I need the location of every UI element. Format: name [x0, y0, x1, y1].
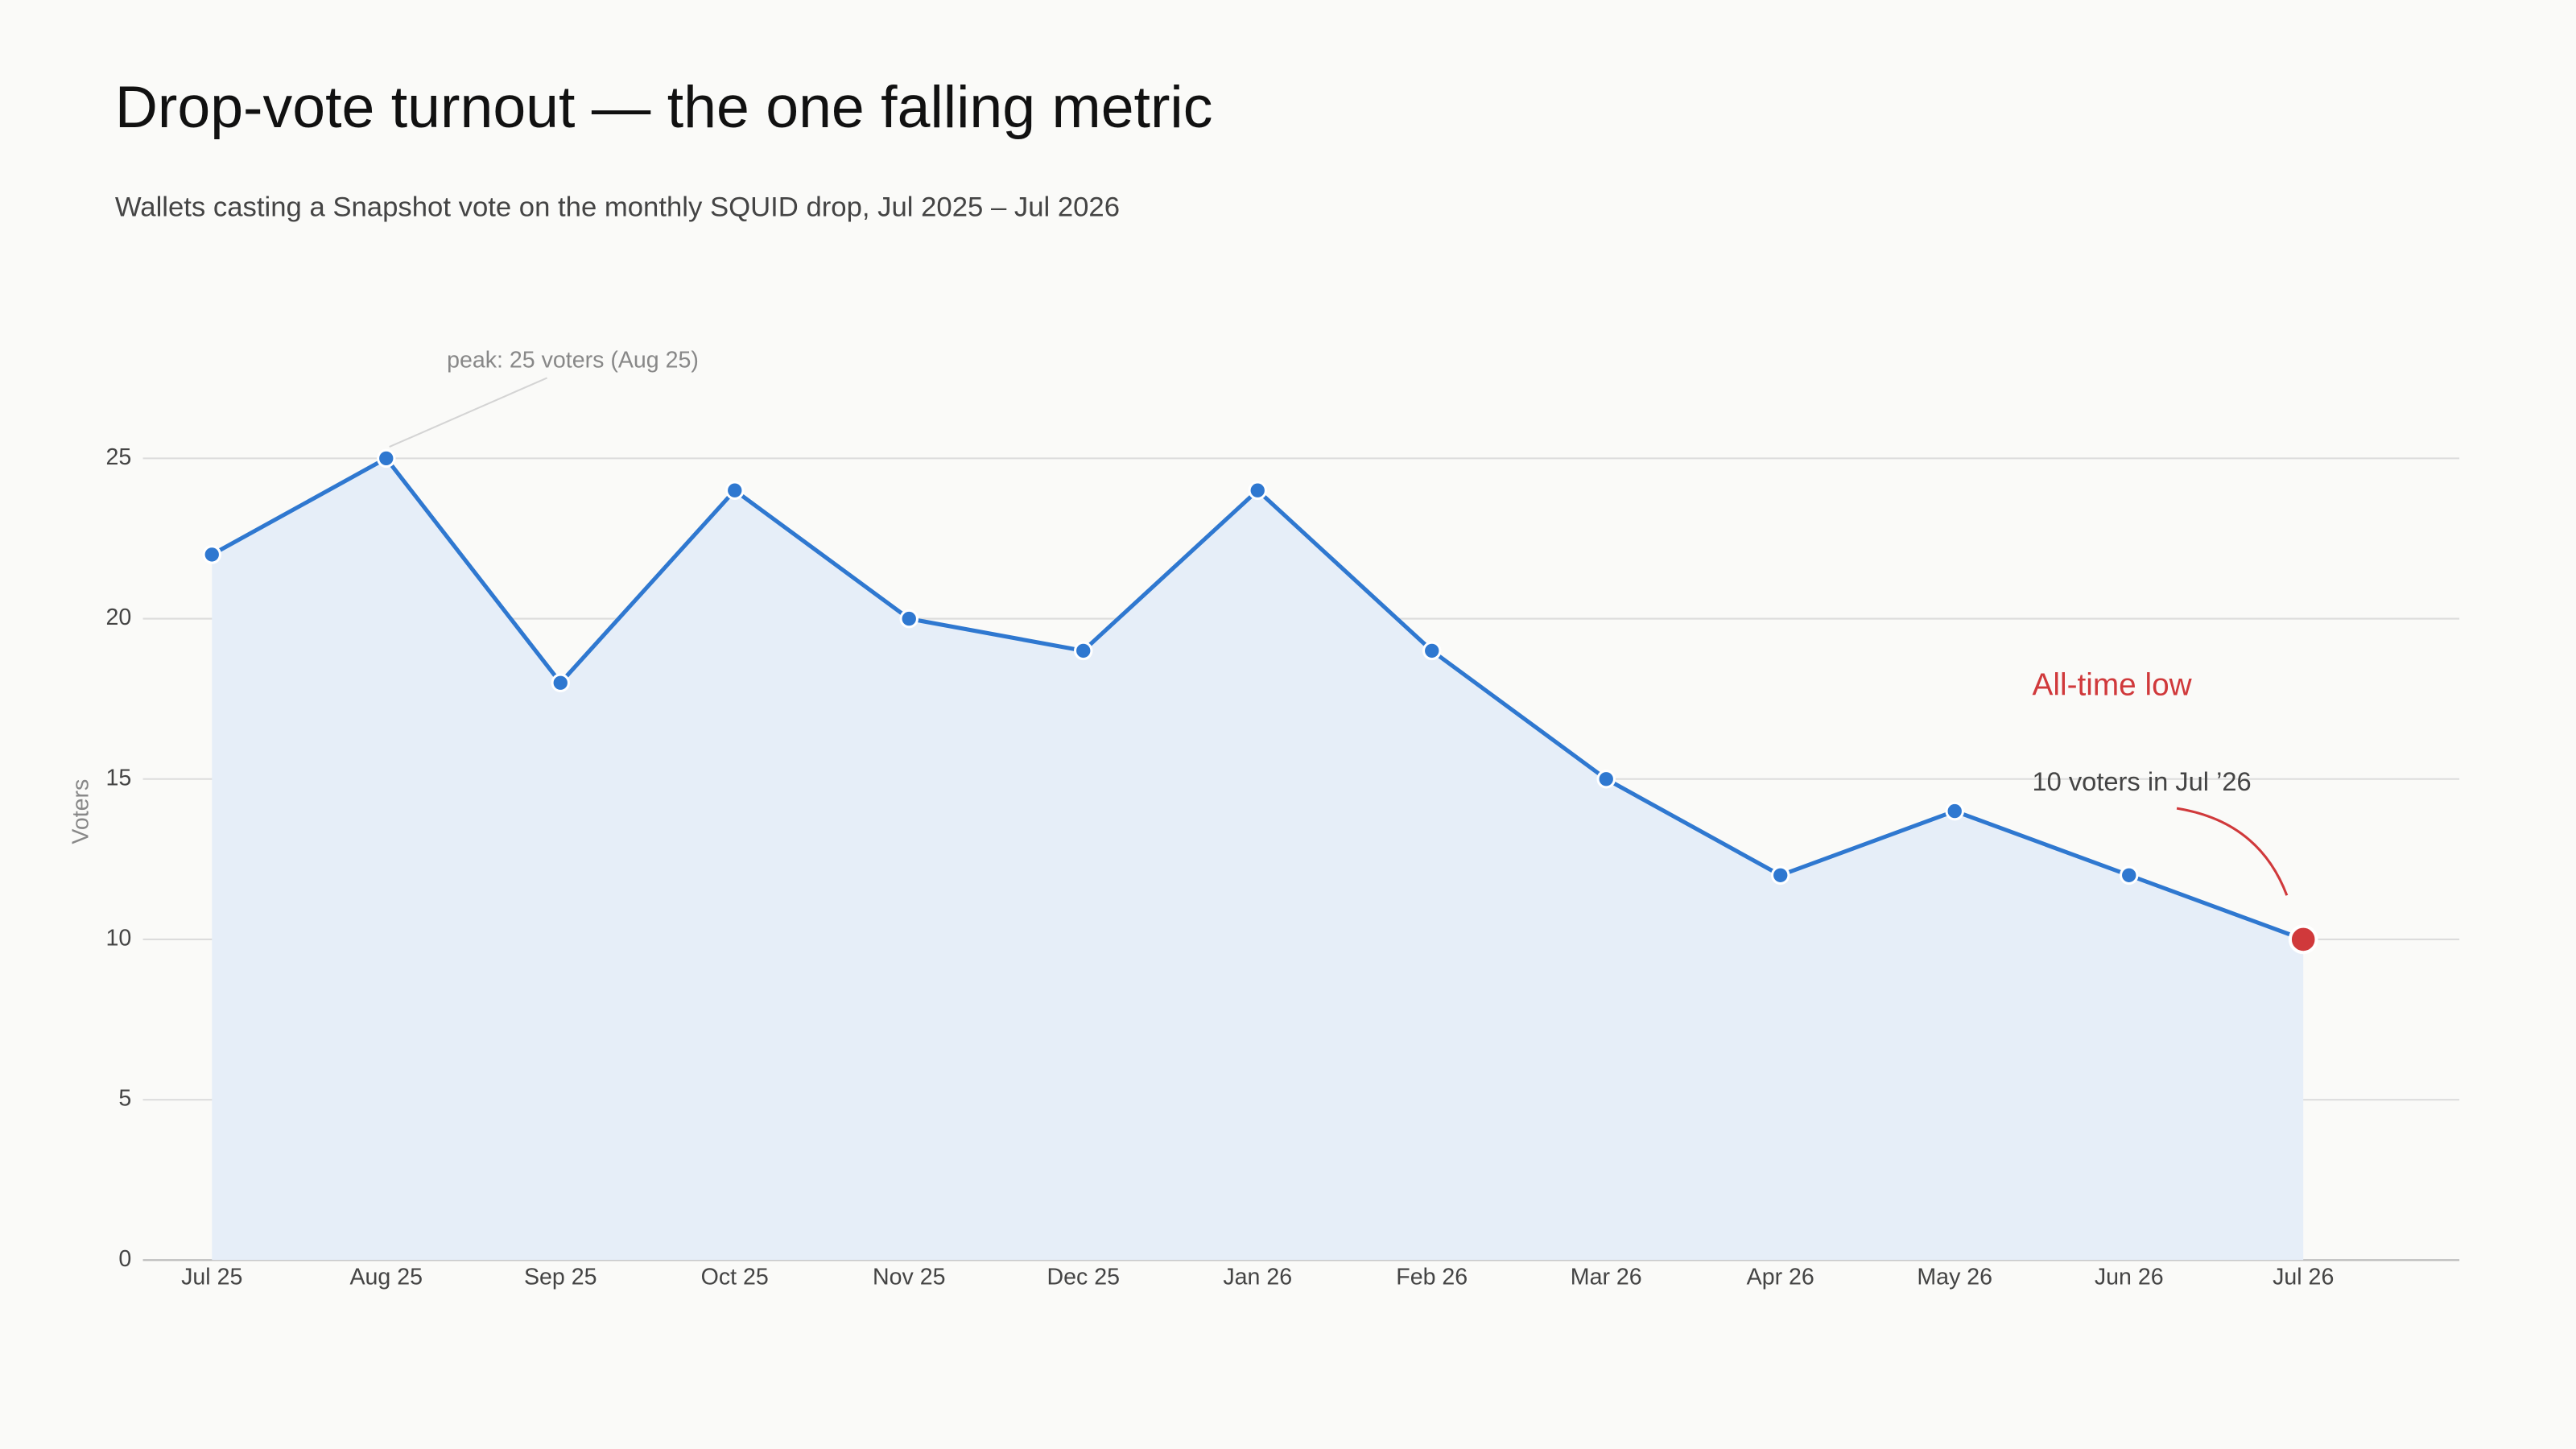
y-tick-label: 20 — [105, 605, 131, 630]
area-fill — [212, 458, 2304, 1261]
peak-annotation: peak: 25 voters (Aug 25) — [447, 348, 699, 374]
chart-subtitle: Wallets casting a Snapshot vote on the m… — [115, 192, 1120, 222]
x-tick-label: Jul 25 — [181, 1264, 242, 1290]
x-tick-label: Jun 26 — [2095, 1264, 2164, 1290]
x-tick-label: Mar 26 — [1571, 1264, 1642, 1290]
point — [1771, 865, 1790, 886]
x-tick-label: Jul 26 — [2273, 1264, 2334, 1290]
x-tick-label: May 26 — [1917, 1264, 1992, 1290]
peak-leader — [389, 377, 548, 448]
point — [202, 545, 221, 564]
x-tick-label: Nov 25 — [873, 1264, 946, 1290]
point — [1422, 641, 1442, 661]
point — [1074, 641, 1093, 661]
y-tick-label: 25 — [105, 444, 131, 470]
point — [899, 609, 919, 629]
low-annotation-title: All-time low — [2032, 667, 2192, 702]
x-tick-label: Oct 25 — [701, 1264, 769, 1290]
point — [377, 448, 396, 469]
point — [1945, 801, 1964, 821]
x-tick-label: Jan 26 — [1223, 1264, 1292, 1290]
y-tick-label: 0 — [118, 1246, 131, 1272]
x-tick-label: Dec 25 — [1046, 1264, 1120, 1290]
x-tick-label: Sep 25 — [524, 1264, 597, 1290]
point — [1248, 481, 1267, 500]
x-tick-label: Apr 26 — [1747, 1264, 1814, 1290]
point — [551, 673, 570, 692]
low-arrow — [2176, 807, 2289, 896]
x-tick-label: Feb 26 — [1396, 1264, 1468, 1290]
low-annotation-text: 10 voters in Jul ’26 — [2032, 766, 2251, 796]
chart-title: Drop-vote turnout — the one falling metr… — [115, 73, 1213, 140]
point — [1596, 770, 1616, 789]
y-tick-label: 10 — [105, 925, 131, 951]
y-tick-label: 5 — [118, 1086, 131, 1112]
x-tick-label: Aug 25 — [349, 1264, 423, 1290]
point — [725, 481, 745, 500]
highlight-point — [2288, 924, 2318, 955]
point — [2119, 865, 2139, 886]
y-axis-label: Voters — [68, 779, 94, 844]
y-tick-label: 15 — [105, 765, 131, 791]
